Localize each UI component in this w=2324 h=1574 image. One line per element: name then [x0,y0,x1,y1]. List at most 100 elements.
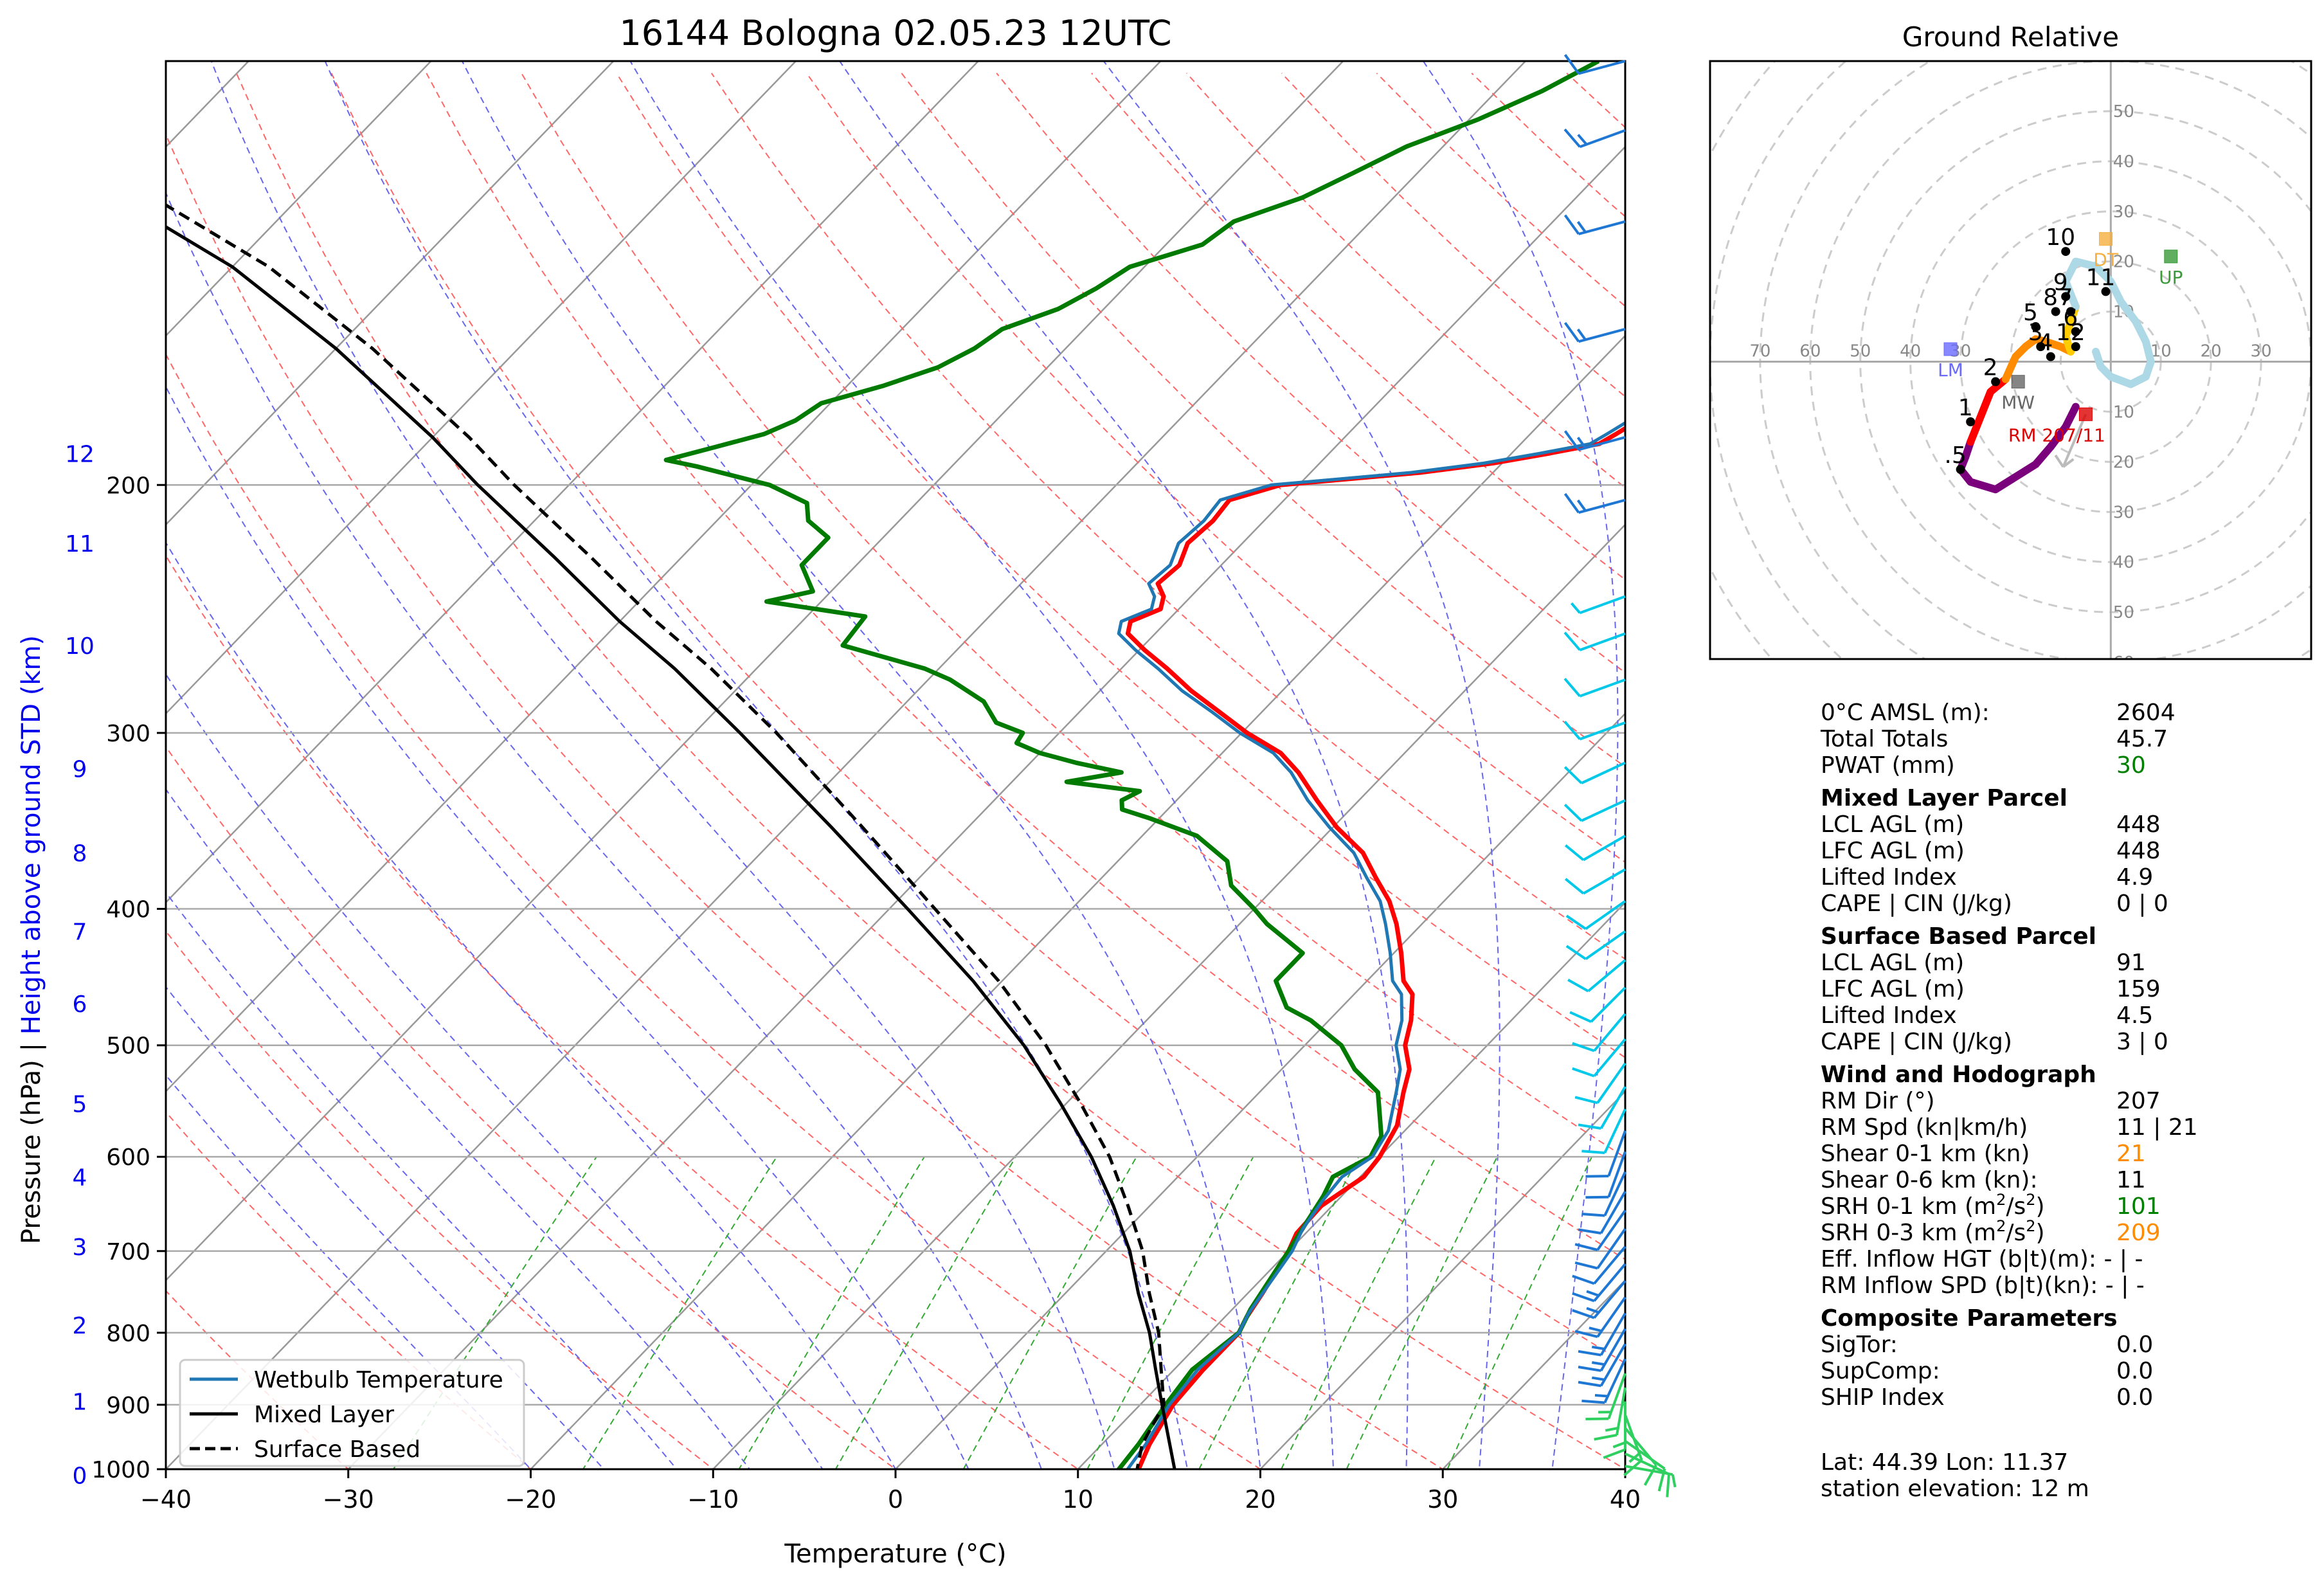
height-marker [1966,417,1976,426]
height-marker-label: 11 [2086,264,2116,291]
wind-barb-staff [1578,220,1626,235]
info-latlon: Lat: 44.39 Lon: 11.37 [1821,1449,2068,1476]
hodo-ring-label: 50 [2113,603,2134,622]
mixing-ratio-line [1280,1156,1437,1469]
moist-adiabat [1103,61,1500,1469]
wind-barb-staff [1596,1062,1626,1104]
wind-barb-feather [1578,1228,1601,1235]
wind-barb [1563,799,1626,822]
hodo-ring-label: 40 [2113,553,2134,572]
wind-barb [1624,1440,1666,1492]
wind-barb-feather [1586,1290,1599,1297]
wind-barb [1565,900,1626,930]
isotherm [166,61,1162,1093]
wind-barb [1572,1263,1626,1303]
wind-barb-feather [1576,329,1587,341]
dry-adiabat [806,73,1625,864]
moist-adiabat [210,61,1115,1469]
wind-barb-staff [1579,721,1626,741]
p-tick-label: 900 [106,1393,150,1419]
motion-marker [2164,249,2178,264]
height-tick-label: 11 [65,531,95,557]
wind-barb-feather [1565,945,1587,961]
moist-adiabat [166,673,824,1469]
isotherm [712,523,1625,1469]
plot-area [166,61,1625,1469]
height-marker [2071,342,2080,352]
wind-barb-feather [1581,1213,1605,1217]
wind-barb-staff [1596,1228,1626,1269]
moist-adiabat [166,385,969,1469]
dry-adiabat [521,73,1625,1159]
wind-barb-feather [1572,1067,1595,1078]
wind-barb-staff [1585,930,1626,961]
wind-barb-feather [1666,1474,1670,1497]
wind-barb [1563,631,1626,651]
wind-barb-staff [1581,761,1626,784]
storm-motion-arrow [2062,413,2087,467]
info-label: SHIP Index [1821,1384,1945,1411]
height-marker-label: 12 [2056,320,2085,346]
wind-barb-staff [1625,1452,1670,1476]
hodo-ring-label: 20 [2201,342,2222,361]
mixing-ratio-line [962,1156,1137,1469]
wind-barb [1578,1312,1626,1357]
wind-barb-staff [1578,60,1626,75]
wind-barb-feather [1563,214,1580,235]
wind-barb-staff [1599,1086,1626,1130]
info-value: 2604 [2116,700,2175,726]
info-heading: Mixed Layer Parcel [1821,785,2067,811]
wind-barb-feather [1574,1330,1598,1339]
p-tick-label: 700 [106,1239,150,1265]
wind-barb-staff [1593,1280,1626,1319]
wind-barb-feather [1581,1399,1605,1404]
wind-barb-staff [1578,327,1626,343]
hodo-ring-label: 40 [1900,342,1921,361]
height-marker-label: 4 [2038,330,2053,356]
hodo-ring-label: 10 [2113,403,2134,422]
wind-barb-staff [1581,799,1626,822]
info-label: RM Spd (kn|km/h) [1821,1114,2028,1141]
height-marker [1991,377,2001,386]
hodo-ring-label: 50 [1850,342,1871,361]
hodo-ring-label: 30 [2113,203,2134,222]
info-value: 209 [2116,1220,2161,1246]
motion-marker-label: LM [1938,359,1963,381]
wind-barb-feather [1585,1175,1609,1178]
wind-barb-feather [1576,221,1587,233]
wind-barb-staff [1624,1414,1643,1461]
wind-barb-feather [1574,1243,1598,1251]
wind-barb-feather [1578,1123,1601,1130]
wind-barb-feather [1563,720,1581,740]
wind-barb-feather [1594,1394,1608,1398]
hodo-frame [1709,60,2312,660]
wind-barb [1572,1245,1626,1285]
dry-adiabat [166,1110,532,1469]
wind-barb-feather [1569,1011,1592,1023]
wind-barb-feather [1563,803,1583,822]
wind-barb [1585,1130,1626,1178]
hodo-layer [2062,257,2155,388]
height-tick-label: 7 [73,919,87,946]
wind-barb [1578,1191,1626,1235]
height-marker [2061,247,2071,257]
dry-adiabat [166,930,714,1469]
wind-barb-feather [1563,493,1580,514]
hodo-ring-label: 40 [2113,152,2134,172]
wind-barb [1563,214,1626,235]
wind-barb-feather [1591,1345,1605,1350]
info-label: RM Dir (°) [1821,1088,1935,1114]
legend: Wetbulb Temperature Mixed Layer Surface Ba… [179,1359,525,1467]
height-marker [2031,321,2040,331]
dry-adiabat [1186,73,1625,489]
isotherm [166,61,615,526]
isotherm [166,61,433,337]
moist-adiabat [166,891,678,1469]
wind-barb-staff [1603,1358,1626,1404]
x-tick-label: −20 [505,1485,556,1514]
isotherm [894,712,1625,1469]
wind-barb [1581,1358,1626,1404]
wind-barb-staff [1578,436,1626,451]
info-value: 30 [2116,752,2146,779]
wind-barb-staff [1579,129,1626,149]
